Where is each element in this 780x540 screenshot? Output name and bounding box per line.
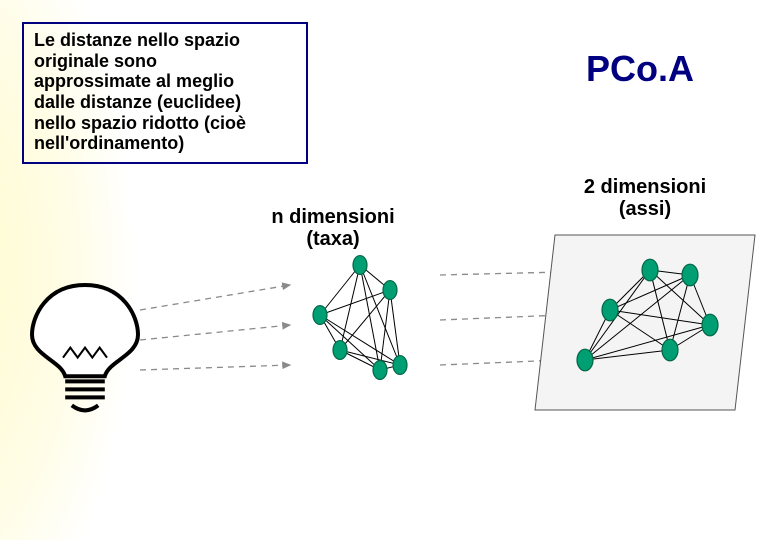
arrow-bulb-to-graph1 xyxy=(140,325,290,340)
diagram-canvas xyxy=(0,0,780,540)
arrow-graph1-to-graph2 xyxy=(440,272,562,275)
lightbulb-icon xyxy=(32,285,138,410)
arrow-bulb-to-graph1 xyxy=(140,365,290,370)
graph-n-dimensioni xyxy=(313,256,407,380)
arrow-graph1-to-graph2 xyxy=(440,315,562,320)
arrow-bulb-to-graph1 xyxy=(140,285,290,310)
